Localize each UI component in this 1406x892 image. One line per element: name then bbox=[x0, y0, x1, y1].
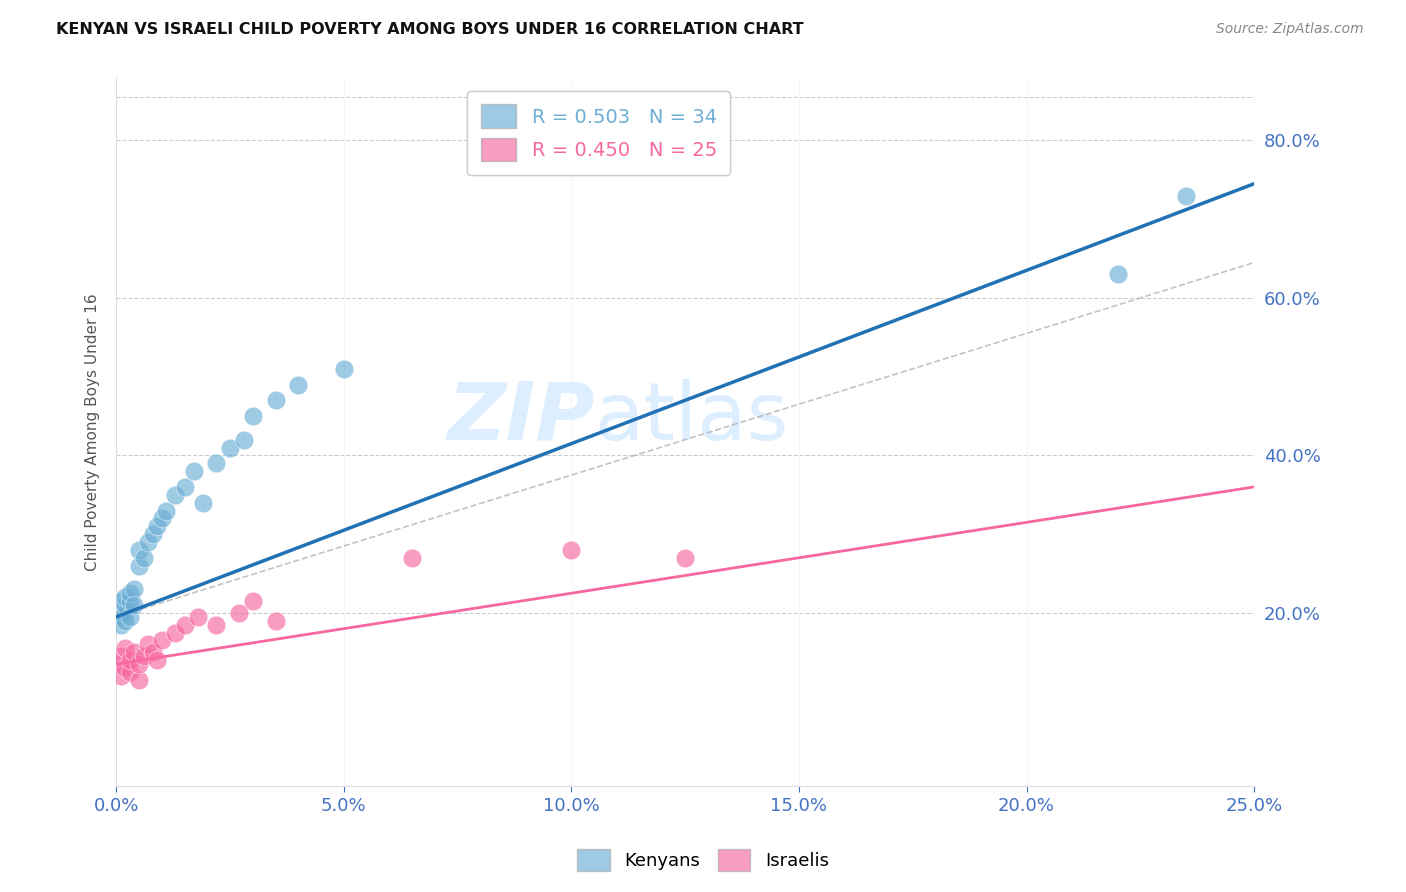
Point bbox=[136, 637, 159, 651]
Point bbox=[114, 641, 136, 656]
Point bbox=[110, 594, 132, 608]
Point bbox=[173, 617, 195, 632]
Point bbox=[191, 496, 214, 510]
Point bbox=[124, 582, 146, 597]
Point bbox=[110, 649, 132, 664]
Point bbox=[142, 527, 165, 541]
Point bbox=[183, 464, 205, 478]
Point bbox=[114, 614, 136, 628]
Point bbox=[205, 456, 228, 470]
Point bbox=[150, 633, 173, 648]
Point bbox=[165, 488, 187, 502]
Point bbox=[105, 602, 128, 616]
Point bbox=[124, 598, 146, 612]
Point bbox=[333, 361, 356, 376]
Point bbox=[228, 606, 250, 620]
Text: atlas: atlas bbox=[595, 378, 789, 457]
Point bbox=[128, 542, 150, 557]
Point bbox=[173, 480, 195, 494]
Point bbox=[146, 653, 169, 667]
Point bbox=[110, 617, 132, 632]
Point bbox=[110, 669, 132, 683]
Point bbox=[165, 625, 187, 640]
Point bbox=[242, 409, 264, 423]
Point bbox=[219, 441, 242, 455]
Point bbox=[242, 594, 264, 608]
Text: KENYAN VS ISRAELI CHILD POVERTY AMONG BOYS UNDER 16 CORRELATION CHART: KENYAN VS ISRAELI CHILD POVERTY AMONG BO… bbox=[56, 22, 804, 37]
Point bbox=[142, 645, 165, 659]
Point bbox=[673, 550, 696, 565]
Point bbox=[118, 665, 141, 679]
Point bbox=[232, 433, 254, 447]
Point bbox=[205, 617, 228, 632]
Point bbox=[155, 503, 177, 517]
Point bbox=[150, 511, 173, 525]
Point bbox=[128, 673, 150, 687]
Point bbox=[132, 550, 155, 565]
Point bbox=[128, 657, 150, 671]
Point bbox=[264, 614, 287, 628]
Point bbox=[118, 610, 141, 624]
Point bbox=[114, 606, 136, 620]
Point bbox=[187, 610, 209, 624]
Point bbox=[132, 649, 155, 664]
Point bbox=[1107, 268, 1129, 282]
Point bbox=[105, 657, 128, 671]
Point bbox=[264, 393, 287, 408]
Y-axis label: Child Poverty Among Boys Under 16: Child Poverty Among Boys Under 16 bbox=[86, 293, 100, 571]
Legend: Kenyans, Israelis: Kenyans, Israelis bbox=[569, 842, 837, 879]
Point bbox=[136, 535, 159, 549]
Point bbox=[401, 550, 423, 565]
Point bbox=[114, 590, 136, 604]
Text: ZIP: ZIP bbox=[447, 378, 595, 457]
Point bbox=[118, 594, 141, 608]
Point bbox=[124, 645, 146, 659]
Point bbox=[1174, 188, 1197, 202]
Point bbox=[118, 653, 141, 667]
Point bbox=[114, 661, 136, 675]
Point bbox=[114, 598, 136, 612]
Point bbox=[146, 519, 169, 533]
Point bbox=[128, 558, 150, 573]
Point bbox=[110, 610, 132, 624]
Text: Source: ZipAtlas.com: Source: ZipAtlas.com bbox=[1216, 22, 1364, 37]
Legend: R = 0.503   N = 34, R = 0.450   N = 25: R = 0.503 N = 34, R = 0.450 N = 25 bbox=[467, 91, 730, 175]
Point bbox=[118, 586, 141, 600]
Point bbox=[287, 377, 309, 392]
Point bbox=[560, 542, 582, 557]
